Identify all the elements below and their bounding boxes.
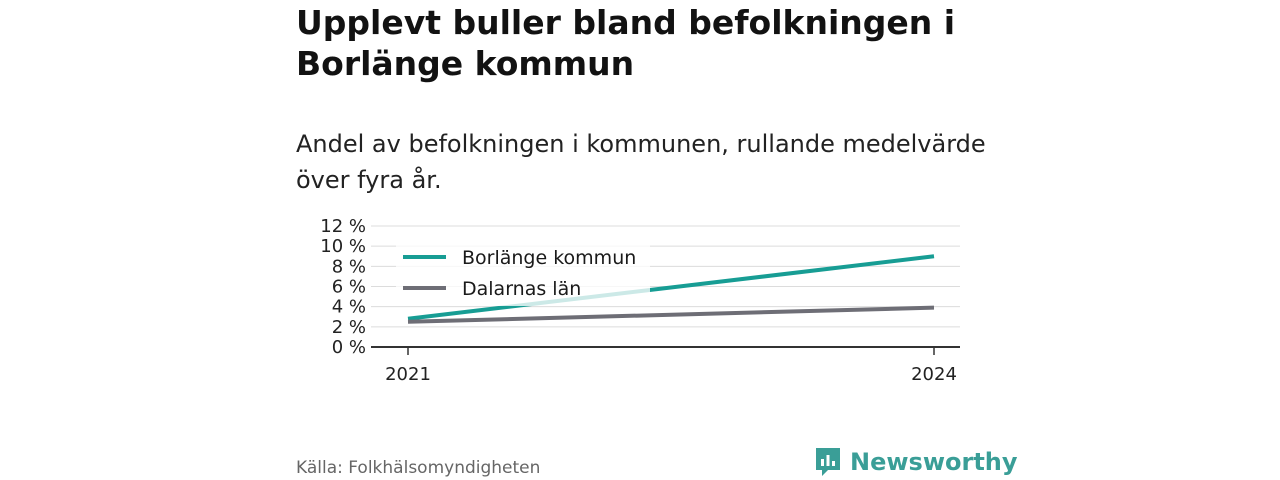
- y-tick-label: 6 %: [332, 277, 366, 298]
- legend-label: Dalarnas län: [462, 278, 581, 300]
- chart-title: Upplevt buller bland befolkningen i Borl…: [296, 3, 956, 83]
- chart-subtitle: Andel av befolkningen i kommunen, rullan…: [296, 130, 986, 194]
- y-tick-label: 2 %: [332, 317, 366, 338]
- brand-name: Newsworthy: [850, 448, 1018, 476]
- chart-svg: 0 %2 %4 %6 %8 %10 %12 % 2021 2024 Borlänge …: [320, 216, 960, 385]
- newsworthy-logo-icon: [816, 448, 840, 476]
- x-tick-label: 2021: [385, 364, 431, 385]
- source-note: Källa: Folkhälsomyndigheten: [296, 458, 541, 478]
- y-tick-label: 0 %: [332, 337, 366, 358]
- x-tick-label: 2024: [911, 364, 957, 385]
- legend-label: Borlänge kommun: [462, 247, 636, 269]
- line-chart: 0 % 2 % 4 % 6 % 8 % 10 % 12 % 2021 2024 Borlänge …: [296, 210, 996, 390]
- y-tick-label: 12 %: [320, 216, 366, 237]
- legend-box: [396, 240, 650, 306]
- brand-logo: Newsworthy: [814, 446, 1018, 478]
- series-line-dalarna: [407, 305, 935, 324]
- chart-card: Upplevt buller bland befolkningen i Borl…: [296, 0, 1018, 480]
- y-tick-label: 4 %: [332, 297, 366, 318]
- y-tick-label: 10 %: [320, 236, 366, 257]
- y-tick-label: 8 %: [332, 256, 366, 277]
- series-line-borlange: [407, 254, 935, 321]
